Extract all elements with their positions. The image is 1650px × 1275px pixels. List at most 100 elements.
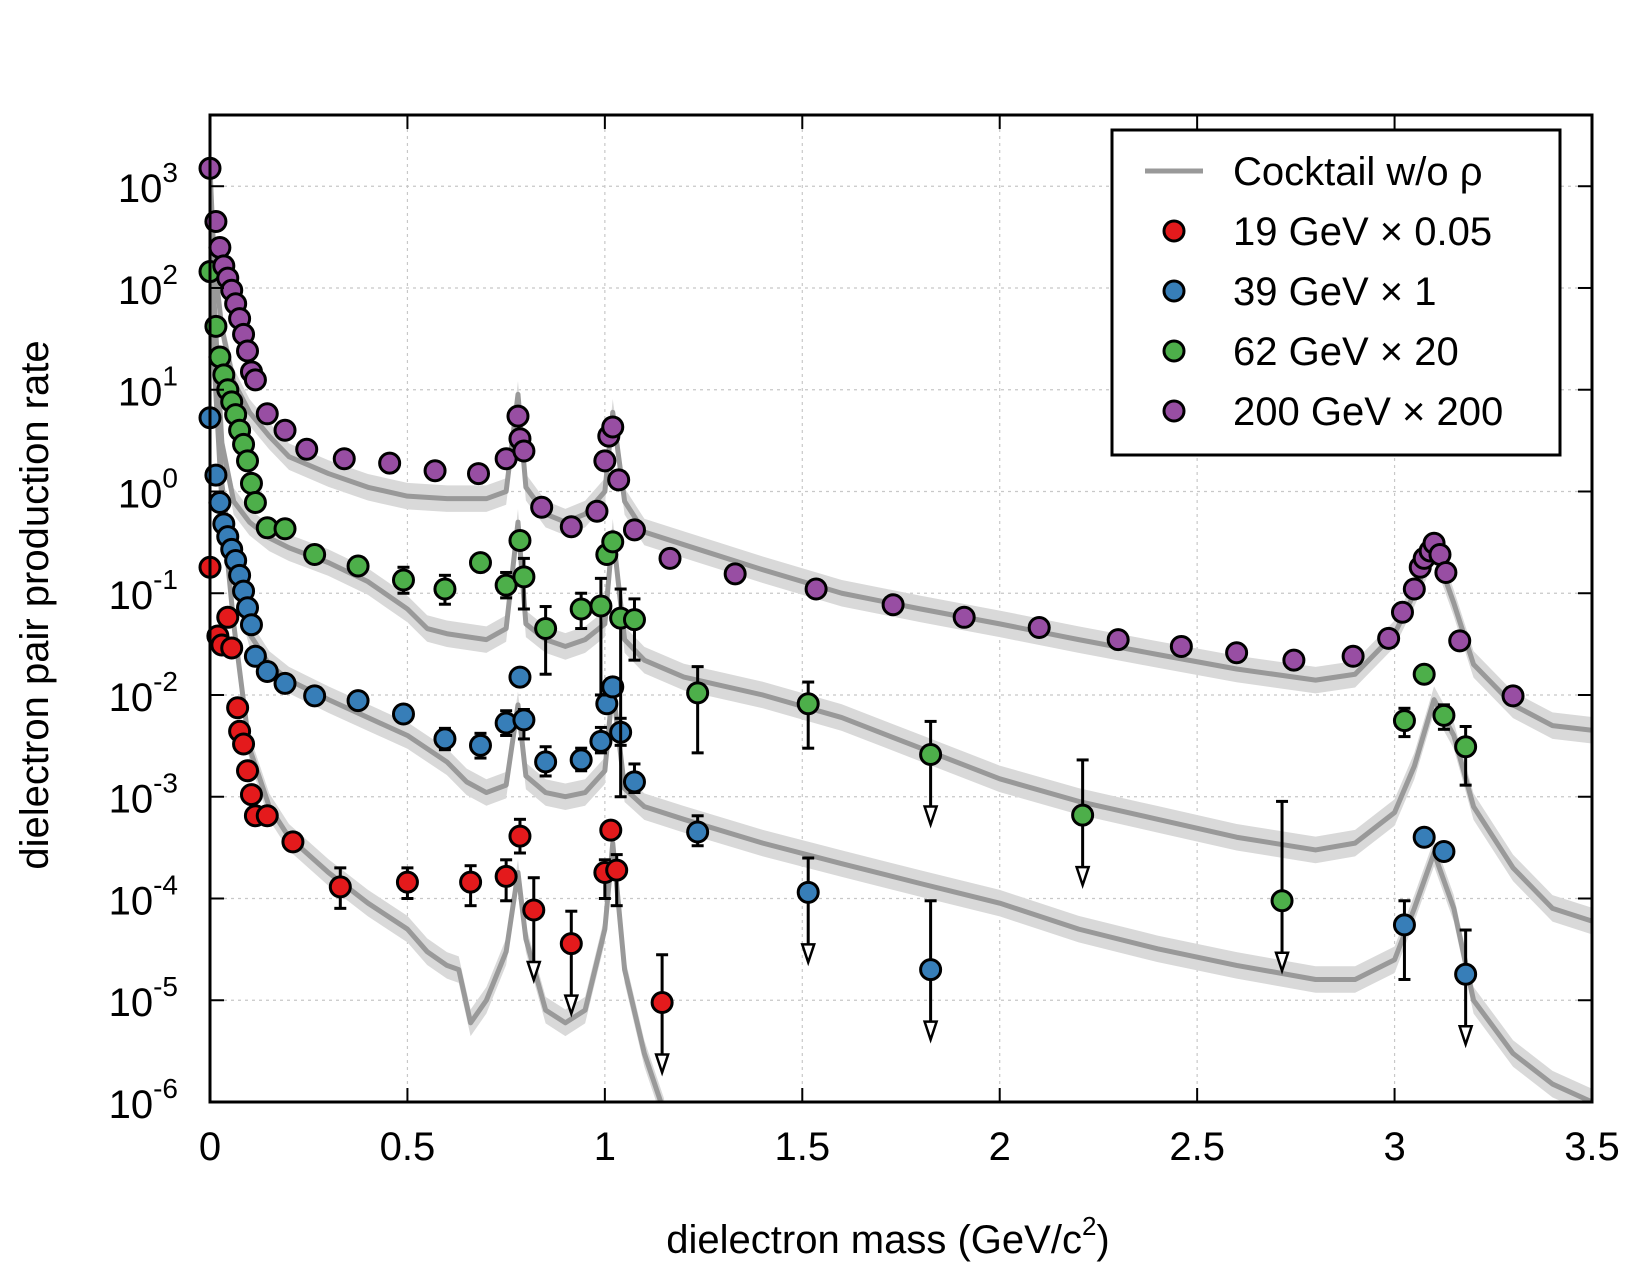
data-point: [506, 404, 530, 428]
data-point: [226, 696, 250, 720]
data-point: [220, 636, 244, 660]
y-tick-base: 10: [109, 879, 154, 923]
data-point: [273, 517, 297, 541]
data-point: [468, 733, 492, 757]
y-tick-exponent: -2: [153, 666, 178, 697]
data-point: [601, 530, 625, 554]
data-point: [433, 577, 457, 601]
data-point: [232, 732, 256, 756]
y-tick-label: 10-3: [109, 768, 178, 822]
data-point: [281, 830, 305, 854]
data-point: [1282, 648, 1306, 672]
data-point: [303, 684, 327, 708]
data-point: [1392, 913, 1416, 937]
y-tick-exponent: 2: [162, 259, 178, 290]
data-point: [1412, 825, 1436, 849]
data-point: [273, 671, 297, 695]
y-tick-label: 10-6: [109, 1073, 178, 1127]
data-point: [796, 880, 820, 904]
data-point: [723, 562, 747, 586]
data-point: [530, 495, 554, 519]
y-tick-exponent: -5: [153, 971, 178, 1002]
y-tick-base: 10: [118, 472, 163, 516]
plot-border: [208, 113, 1594, 1104]
data-point: [796, 692, 820, 716]
data-point: [1169, 634, 1193, 658]
data-point: [1341, 644, 1365, 668]
data-point: [622, 608, 646, 632]
axis-ticks: 0 0.5 1 1.5 2 2.5 3 3.510310210110010-110-210-3…: [109, 115, 1620, 1169]
series-group: [198, 406, 1478, 1049]
upper-limit-arrow: [654, 1053, 670, 1077]
data-point: [255, 402, 279, 426]
data-point: [243, 490, 267, 514]
upper-limit-arrow: [1074, 865, 1091, 890]
data-point: [1390, 600, 1414, 624]
data-point: [585, 499, 609, 523]
data-point: [508, 824, 532, 848]
data-point: [328, 875, 352, 899]
data-point: [593, 449, 617, 473]
data-point: [346, 554, 370, 578]
y-tick-label: 100: [118, 462, 178, 516]
data-point: [467, 462, 491, 486]
data-point: [236, 759, 260, 783]
legend-box: [1110, 128, 1562, 457]
x-tick-label: 0.5: [380, 1125, 436, 1169]
legend-marker-swatch: [1162, 339, 1186, 363]
data-point: [607, 468, 631, 492]
y-tick-exponent: -3: [153, 768, 178, 799]
data-point: [952, 605, 976, 629]
data-point: [589, 594, 613, 618]
y-tick-exponent: -1: [153, 564, 178, 595]
data-point: [589, 729, 613, 753]
y-tick-exponent: 3: [162, 157, 178, 188]
data-point: [686, 681, 710, 705]
x-axis-title-end: ): [1096, 1218, 1109, 1262]
data-point: [303, 543, 327, 567]
data-point: [1106, 628, 1130, 652]
y-tick-base: 10: [118, 371, 163, 415]
y-tick-label: 103: [118, 157, 178, 211]
data-point: [569, 748, 593, 772]
data-point: [601, 415, 625, 439]
x-tick-label: 2: [989, 1125, 1011, 1169]
y-tick-exponent: -4: [153, 869, 178, 900]
data-point: [650, 991, 674, 1015]
data-point: [881, 593, 905, 617]
data-point: [1071, 803, 1095, 827]
data-point: [1501, 684, 1525, 708]
legend-marker-swatch: [1162, 399, 1186, 423]
upper-limit-arrow: [800, 943, 816, 967]
data-point: [1454, 735, 1478, 759]
y-tick-base: 10: [109, 1083, 154, 1127]
data-point: [494, 864, 518, 888]
series-group: [198, 260, 1478, 975]
data-point: [622, 518, 646, 542]
y-axis-title: dielectron pair production rate: [13, 340, 57, 869]
data-point: [459, 870, 483, 894]
x-tick-label: 3.5: [1564, 1125, 1620, 1169]
data-point: [512, 439, 536, 463]
data-point: [605, 858, 629, 882]
y-tick-exponent: -6: [153, 1073, 178, 1104]
upper-limit-arrow: [526, 960, 542, 984]
data-point: [208, 235, 232, 259]
data-point: [332, 447, 356, 471]
data-point: [1270, 889, 1294, 913]
data-point: [346, 689, 370, 713]
data-point: [273, 418, 297, 442]
data-point: [1432, 703, 1456, 727]
x-tick-label: 1.5: [774, 1125, 830, 1169]
data-point: [599, 818, 623, 842]
data-point: [1448, 629, 1472, 653]
data-point: [243, 644, 267, 668]
x-tick-label: 1: [594, 1125, 616, 1169]
data-point: [534, 750, 558, 774]
data-point: [236, 339, 260, 363]
x-tick-label: 0: [199, 1125, 221, 1169]
data-point: [239, 783, 263, 807]
data-point: [508, 665, 532, 689]
data-point: [522, 898, 546, 922]
data-point: [1377, 626, 1401, 650]
